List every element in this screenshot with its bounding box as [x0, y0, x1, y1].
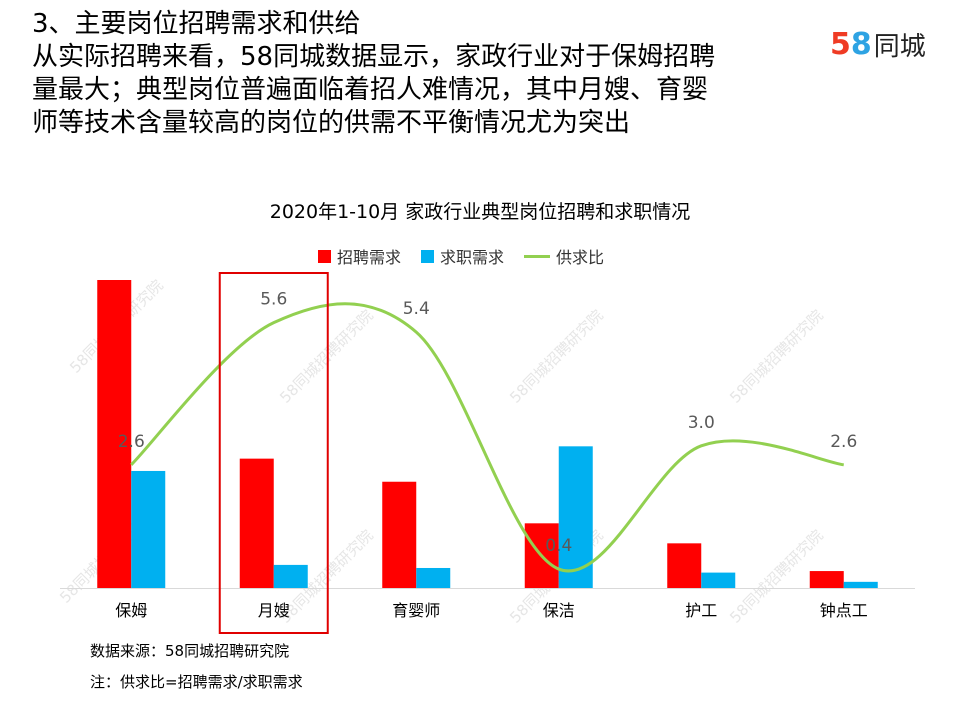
legend-swatch-supply	[421, 249, 435, 263]
legend-item-supply: 求职需求	[421, 244, 504, 268]
ratio-data-label: 2.6	[118, 432, 145, 452]
bar-demand	[382, 481, 417, 588]
58-tongcheng-logo: 5 8 同城	[830, 24, 926, 64]
bar-supply	[843, 581, 878, 588]
x-tick-label: 月嫂	[258, 601, 290, 620]
bar-supply	[131, 470, 166, 588]
x-tick-label: 保洁	[543, 601, 575, 620]
bar-demand	[97, 280, 132, 588]
ratio-data-label: 3.0	[688, 413, 715, 433]
bar-demand	[239, 458, 274, 588]
ratio-data-label: 2.6	[830, 432, 857, 452]
x-tick-label: 护工	[685, 601, 717, 620]
heading-line-3: 量最大；典型岗位普遍面临着招人难情况，其中月嫂、育婴	[32, 75, 709, 105]
bar-supply	[558, 446, 593, 588]
legend-label-demand: 招聘需求	[337, 248, 402, 267]
legend-swatch-ratio	[524, 254, 551, 258]
ratio-data-label: 0.4	[545, 536, 572, 556]
x-tick-label: 钟点工	[820, 601, 868, 620]
chart-legend: 招聘需求 求职需求 供求比	[318, 244, 624, 268]
bar-supply	[416, 567, 451, 588]
chart-title: 2020年1-10月 家政行业典型岗位招聘和求职情况	[269, 201, 691, 223]
logo-name: 同城	[873, 31, 926, 62]
legend-swatch-demand	[318, 249, 331, 263]
heading-line-1: 3、主要岗位招聘需求和供给	[32, 9, 361, 39]
legend-item-ratio: 供求比	[524, 244, 604, 268]
x-tick-label: 育婴师	[392, 601, 440, 620]
bar-demand	[809, 571, 844, 588]
bar-supply	[273, 564, 308, 588]
data-source-note: 数据来源：58同城招聘研究院	[90, 642, 290, 660]
legend-label-ratio: 供求比	[556, 248, 605, 267]
ratio-data-label: 5.4	[403, 299, 430, 319]
highlight-box	[218, 272, 329, 634]
ratio-data-label: 5.6	[260, 290, 287, 310]
logo-digit-8: 8	[850, 26, 872, 62]
formula-note: 注：供求比=招聘需求/求职需求	[90, 673, 303, 691]
watermark-text: 58同城招聘研究院	[506, 306, 606, 406]
legend-item-demand: 招聘需求	[318, 244, 401, 268]
watermark-text: 58同城招聘研究院	[276, 306, 376, 406]
ratio-line	[130, 302, 844, 573]
x-tick-label: 保姆	[115, 601, 147, 620]
legend-label-supply: 求职需求	[440, 248, 505, 267]
watermark-text: 58同城招聘研究院	[726, 306, 826, 406]
page-heading: 3、主要岗位招聘需求和供给 从实际招聘来看，58同城数据显示，家政行业对于保姆招…	[32, 8, 822, 140]
bar-supply	[701, 572, 736, 588]
bar-demand	[667, 543, 702, 588]
logo-digit-5: 5	[830, 26, 851, 62]
heading-line-2: 从实际招聘来看，58同城数据显示，家政行业对于保姆招聘	[32, 42, 716, 72]
heading-line-4: 师等技术含量较高的岗位的供需不平衡情况尤为突出	[32, 108, 631, 138]
